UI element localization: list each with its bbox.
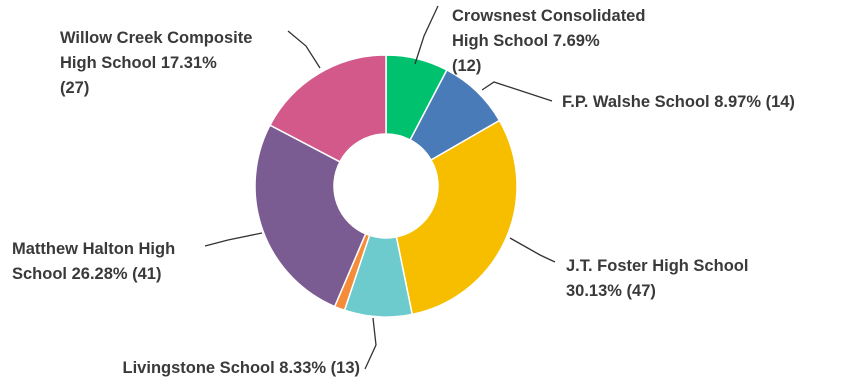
slice-label-f-p-walshe-school: F.P. Walshe School 8.97% (14) [562,93,795,111]
leader-line-crowsnest-consolidated-high-school [414,5,439,65]
leader-line-livingstone-school [364,317,377,370]
slice-willow-creek-composite-high-school [268,54,387,163]
slice-label-crowsnest-consolidated-high-school: Crowsnest Consolidated High School 7.69% (… [452,7,645,75]
slice-label-line: Matthew Halton High [12,240,175,258]
leader-line-j-t-foster-high-school [509,237,556,263]
slice-matthew-halton-high-school [254,124,367,308]
slice-label-line: High School 7.69% [452,32,600,50]
slice-label-matthew-halton-high-school: Matthew Halton High School 26.28% (41) [12,240,175,283]
leader-line-f-p-walshe-school [481,81,553,102]
leader-line-matthew-halton-high-school [204,232,263,247]
slice-label-line: (12) [452,57,481,75]
slice-label-j-t-foster-high-school: J.T. Foster High School 30.13% (47) [566,257,748,300]
slice-label-line: School 26.28% (41) [12,265,161,283]
slice-label-willow-creek-composite-high-school: Willow Creek Composite High School 17.31%… [60,29,252,97]
slice-label-line: Willow Creek Composite [60,29,252,47]
slice-label-line: (27) [60,79,89,97]
slice-j-t-foster-high-school [395,119,518,316]
leader-line-willow-creek-composite-high-school [287,30,321,69]
slice-label-line: J.T. Foster High School [566,257,748,275]
slice-label-line: High School 17.31% [60,54,217,72]
slice-label-line: Livingstone School 8.33% (13) [123,359,360,377]
slice-label-line: 30.13% (47) [566,282,656,300]
slice-label-line: Crowsnest Consolidated [452,7,645,25]
slice-label-livingstone-school: Livingstone School 8.33% (13) [123,359,360,377]
slice-label-line: F.P. Walshe School 8.97% (14) [562,93,795,111]
